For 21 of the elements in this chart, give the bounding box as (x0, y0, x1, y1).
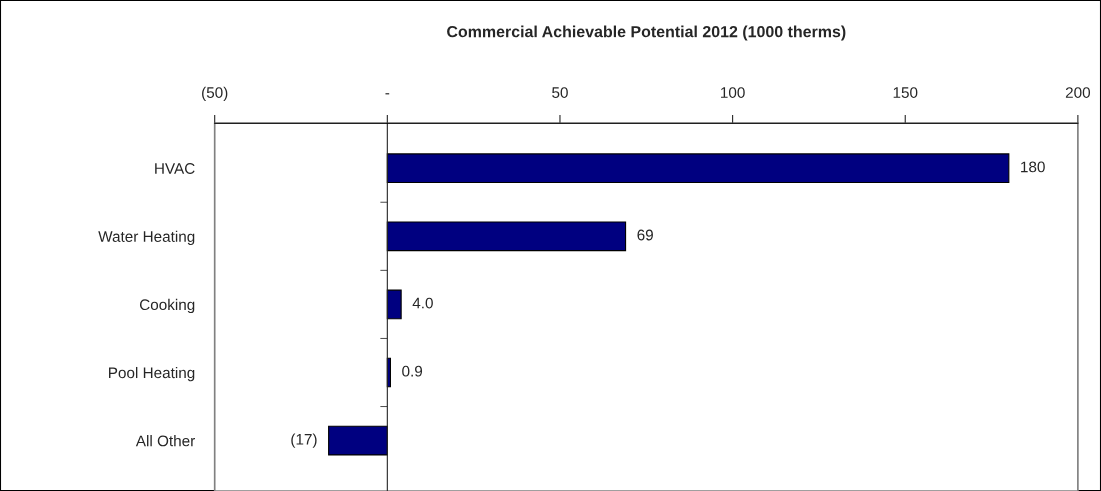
bar (386, 221, 627, 252)
x-tick-label: - (385, 93, 390, 95)
data-label: 180 (1021, 161, 1045, 173)
y-tick-label: Water Heating (98, 230, 195, 245)
chart-title: Commercial Achievable Potential 2012 (1000 therms) (447, 25, 846, 41)
x-tick-label: 200 (1065, 87, 1091, 98)
bar (386, 153, 1010, 184)
y-tick-label: All Other (135, 435, 195, 447)
data-label: 4.0 (412, 297, 433, 309)
x-tick-label: 50 (552, 87, 568, 98)
data-label: 0.9 (402, 365, 423, 377)
bar (328, 425, 388, 456)
data-label: (17) (291, 433, 317, 448)
x-tick-label: 150 (893, 87, 918, 98)
x-tick-label: (50) (202, 86, 228, 102)
y-tick-label: Pool Heating (109, 366, 195, 382)
y-tick-label: HVAC (155, 163, 195, 174)
y-tick-label: Cooking (139, 298, 195, 314)
x-tick-label: 100 (721, 87, 745, 98)
data-label: 69 (637, 229, 653, 241)
bar (386, 289, 402, 320)
